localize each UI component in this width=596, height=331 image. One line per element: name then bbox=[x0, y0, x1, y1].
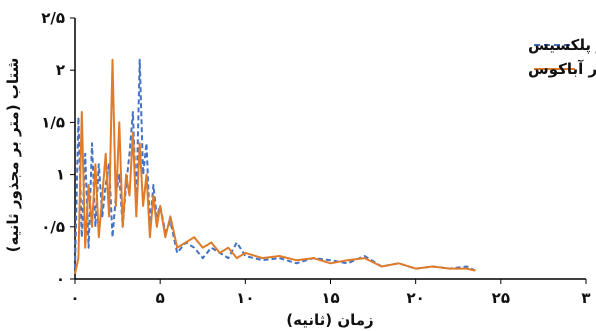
series-line-abaqus bbox=[74, 58, 476, 275]
legend-label-plaxis: نرم‌افزار پلکسیس bbox=[528, 36, 596, 55]
y-tick-label: ۲/۵ bbox=[41, 9, 65, 27]
legend-label-abaqus: نرم‌افزار آباکوس bbox=[528, 60, 596, 78]
x-tick-label: ۲۰ bbox=[407, 289, 425, 307]
x-tick-label: ۱۵ bbox=[321, 289, 339, 307]
series-group bbox=[74, 58, 476, 275]
x-tick-label: ۰ bbox=[70, 289, 79, 307]
x-tick-label: ۱۰ bbox=[236, 289, 254, 307]
y-tick-label: ۲ bbox=[56, 61, 65, 79]
y-tick-label: ۰/۵ bbox=[41, 218, 65, 236]
x-tick-label: ۵ bbox=[156, 289, 165, 307]
y-tick-group: ۰ ۰/۵ ۱ ۱/۵ ۲ ۲/۵ bbox=[41, 9, 75, 288]
y-axis-label: شتاب (متر بر مجذور ثانیه) bbox=[4, 58, 22, 253]
y-tick-label: ۱/۵ bbox=[41, 113, 65, 131]
x-tick-group: ۰ ۵ ۱۰ ۱۵ ۲۰ ۲۵ ۳ bbox=[70, 279, 591, 307]
legend: نرم‌افزار پلکسیس نرم‌افزار آباکوس bbox=[528, 36, 596, 78]
y-tick-label: ۰ bbox=[56, 270, 65, 288]
x-tick-label: ۳ bbox=[581, 289, 590, 307]
series-line-plaxis bbox=[74, 58, 476, 272]
y-tick-label: ۱ bbox=[56, 166, 65, 184]
x-tick-label: ۲۵ bbox=[492, 289, 510, 307]
x-axis-label: زمان (ثانیه) bbox=[286, 311, 373, 329]
